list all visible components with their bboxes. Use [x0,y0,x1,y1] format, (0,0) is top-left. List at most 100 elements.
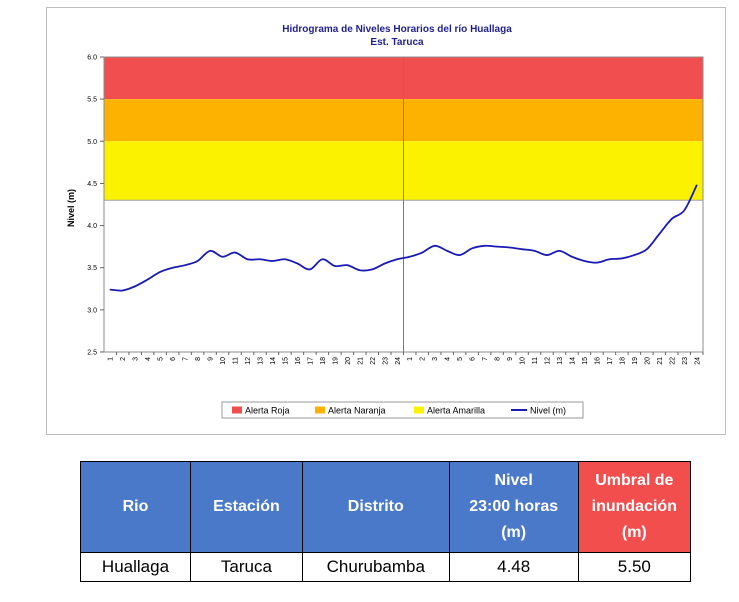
header-rio: Rio [80,461,191,553]
chart-panel: Hidrograma de Niveles Horarios del río H… [46,7,726,435]
x-tick-label: 9 [507,357,514,361]
x-tick-label: 20 [345,357,352,365]
data-point [122,289,124,292]
x-tick-label: 1 [407,357,414,361]
x-tick-label: 22 [370,357,377,365]
data-point [409,256,411,258]
x-tick-label: 16 [295,357,302,365]
data-point [109,289,111,291]
data-point [571,256,573,258]
data-point [246,258,249,260]
x-tick-label: 11 [532,357,539,364]
data-point [446,250,448,252]
data-point [259,258,261,260]
data-point [184,264,186,266]
data-point [484,245,486,247]
series-layer [109,184,698,292]
x-tick-label: 8 [195,357,202,361]
data-point [359,269,361,271]
x-tick-label: 13 [257,357,264,365]
x-tick-label: 21 [657,357,664,365]
legend-label: Alerta Roja [245,406,290,416]
cell-distrito: Churubamba [301,552,450,582]
header-umbral-line-2: inundación [591,498,677,515]
chart-title: Hidrograma de Niveles Horarios del río H… [282,24,512,35]
cell-estacion: Taruca [189,552,303,582]
y-tick-label: 4.5 [87,181,97,188]
x-tick-label: 17 [307,357,314,365]
y-tick-label: 5.0 [87,139,97,146]
legend-box [221,401,584,419]
x-tick-label: 11 [233,357,240,364]
x-tick-label: 8 [495,357,502,361]
x-tick-label: 13 [557,357,564,365]
x-tick-label: 7 [482,357,489,361]
legend-label: Alerta Amarilla [427,406,485,416]
header-nivel-line-1: Nivel [494,472,533,489]
x-tick-label: 10 [220,357,227,365]
x-tick-label: 12 [545,357,552,365]
header-distrito: Distrito [301,461,450,553]
header-nivel-line-3: (m) [501,524,527,541]
data-point [296,262,299,265]
data-point [583,260,586,262]
x-tick-label: 21 [357,357,364,365]
x-tick-label: 4 [145,357,152,361]
data-point [596,262,598,264]
x-tick-label: 24 [694,357,701,365]
x-tick-label: 2 [120,357,127,361]
x-tick-label: 9 [208,357,215,361]
data-point [321,258,323,260]
x-tick-label: 17 [607,357,614,365]
header-umbral-line-3: (m) [621,524,647,541]
data-point [696,184,698,186]
x-tick-label: 3 [133,357,140,361]
x-tick-label: 23 [382,357,389,365]
data-point [172,267,174,269]
data-point [421,251,423,254]
legend-label: Alerta Naranja [328,406,386,416]
x-tick-label: 12 [245,357,252,365]
x-tick-label: 22 [669,357,676,365]
data-point [621,257,623,260]
data-point [159,271,161,273]
data-point [221,256,224,258]
x-tick-label: 1 [108,357,115,361]
y-tick-label: 3.0 [87,307,97,314]
x-tick-label: 4 [445,357,452,361]
x-tick-label: 5 [158,357,165,361]
data-point [459,254,461,256]
station-info-table: Rio Estación Distrito Nivel 23:00 horas … [80,461,692,582]
data-point [521,248,523,250]
data-point [396,258,398,260]
data-point [346,264,348,266]
header-nivel: Nivel 23:00 horas (m) [448,461,579,553]
x-tick-label: 7 [183,357,190,361]
x-tick-label: 3 [432,357,439,361]
cell-nivel: 4.48 [448,552,579,582]
x-tick-label: 16 [594,357,601,365]
data-point [434,245,436,247]
data-point [546,254,548,256]
data-point [671,218,673,220]
header-nivel-line-2: 23:00 horas [469,498,559,515]
data-point [658,233,660,235]
legend: Alerta Roja Alerta Naranja Alerta Amarilla… [221,401,584,419]
data-point [147,278,149,281]
data-point [646,248,648,250]
x-tick-label: 14 [569,357,576,365]
x-tick-label: 19 [632,357,639,365]
x-tick-label: 14 [270,357,277,365]
y-tick-label: 6.0 [87,55,97,62]
header-estacion: Estación [189,461,303,553]
y-tick-label: 4.0 [87,223,97,230]
legend-label: Nivel (m) [530,406,566,416]
data-point [271,260,274,262]
x-tick-label: 2 [420,357,427,361]
data-point [371,268,373,270]
series-line-nivel [110,184,698,292]
cell-umbral: 5.50 [577,552,692,582]
data-point [683,209,685,211]
x-tick-label: 6 [470,357,477,361]
chart-subtitle: Est. Taruca [370,37,424,48]
